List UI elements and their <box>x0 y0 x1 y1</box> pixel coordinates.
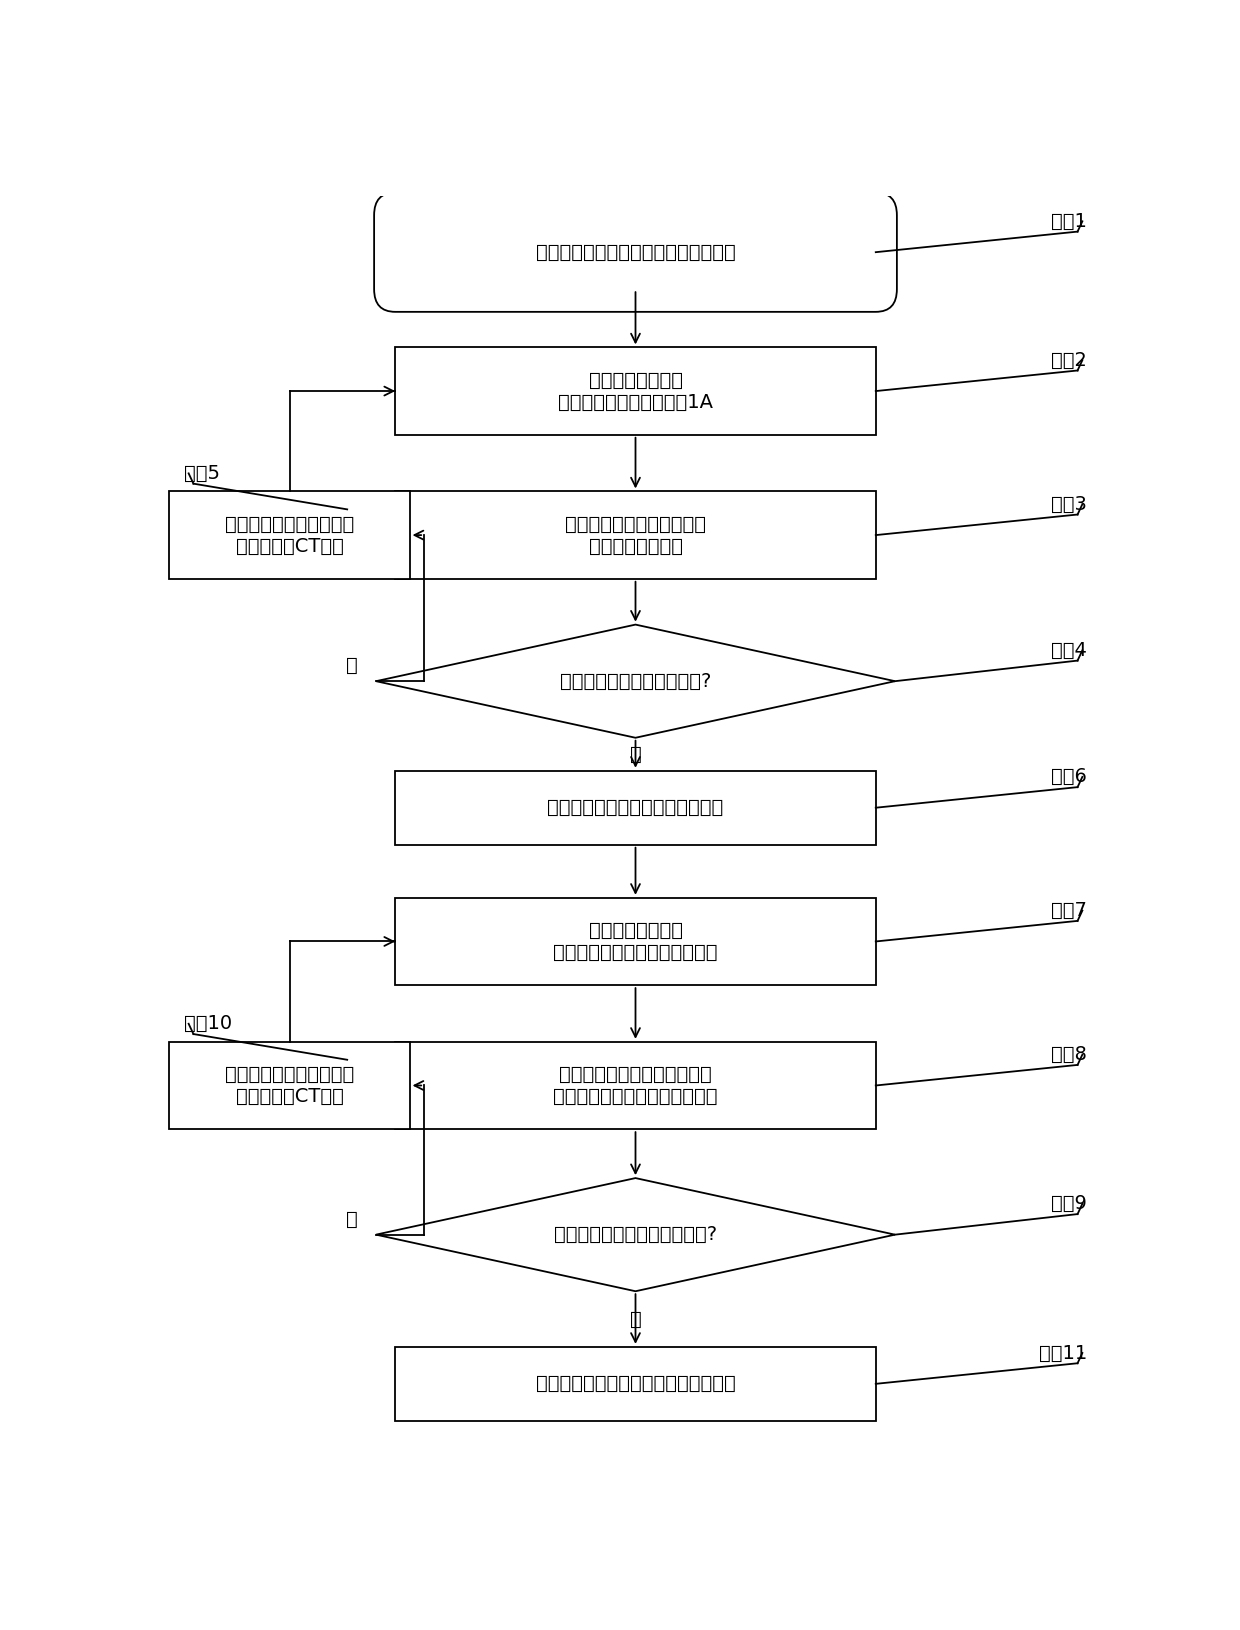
Text: 进行启备变差动保护极性校验准备: 进行启备变差动保护极性校验准备 <box>547 799 724 817</box>
Text: 步骤8: 步骤8 <box>1052 1045 1087 1064</box>
Text: 步骤5: 步骤5 <box>184 465 219 482</box>
Text: 步骤3: 步骤3 <box>1052 496 1087 513</box>
Text: 步骤9: 步骤9 <box>1052 1195 1087 1213</box>
Text: 降启备变高压侧电流为零
检查并消除CT缺陷: 降启备变高压侧电流为零 检查并消除CT缺陷 <box>224 1064 355 1107</box>
Bar <box>396 1042 875 1130</box>
Text: 调节发电机输出，
启备变高压侧二次电流为1A: 调节发电机输出， 启备变高压侧二次电流为1A <box>558 370 713 411</box>
Text: 进行母差保护启备变分支极性校验准备: 进行母差保护启备变分支极性校验准备 <box>536 243 735 262</box>
Text: 步骤7: 步骤7 <box>1052 901 1087 919</box>
Bar <box>170 1042 409 1130</box>
Text: 测量并记录启备变高压侧电流
启备变一分支电流、二分支电流: 测量并记录启备变高压侧电流 启备变一分支电流、二分支电流 <box>553 1064 718 1107</box>
Text: 步骤1: 步骤1 <box>1052 212 1087 231</box>
Text: 步骤11: 步骤11 <box>1039 1343 1087 1363</box>
Text: 步骤2: 步骤2 <box>1052 350 1087 370</box>
Bar <box>396 771 875 844</box>
Text: 测量并记录主变高压侧电流
启备变高压侧电流: 测量并记录主变高压侧电流 启备变高压侧电流 <box>565 515 706 556</box>
Text: 降启备变高压侧电流为零
检查并消除CT缺陷: 降启备变高压侧电流为零 检查并消除CT缺陷 <box>224 515 355 556</box>
Polygon shape <box>376 624 895 738</box>
Text: 启备变分支差动保护极性校验试验结束: 启备变分支差动保护极性校验试验结束 <box>536 1374 735 1394</box>
Text: 步骤10: 步骤10 <box>184 1014 232 1033</box>
Text: 检查启备变差动差流是否为零?: 检查启备变差动差流是否为零? <box>554 1226 717 1244</box>
Bar <box>396 1346 875 1421</box>
Text: 否: 否 <box>346 657 358 675</box>
Polygon shape <box>376 1178 895 1291</box>
Bar <box>396 347 875 435</box>
Text: 检查母差保护差流是否为零?: 检查母差保护差流是否为零? <box>559 672 712 691</box>
Bar <box>170 491 409 579</box>
Text: 是: 是 <box>630 1309 641 1328</box>
Bar <box>396 491 875 579</box>
Text: 否: 否 <box>346 1209 358 1229</box>
Text: 步骤4: 步骤4 <box>1052 641 1087 660</box>
Bar <box>396 898 875 985</box>
FancyBboxPatch shape <box>374 192 897 311</box>
Text: 是: 是 <box>630 745 641 764</box>
Text: 步骤6: 步骤6 <box>1052 768 1087 786</box>
Text: 调节发电机输出，
启备变高压侧二次电流额定电流: 调节发电机输出， 启备变高压侧二次电流额定电流 <box>553 921 718 962</box>
